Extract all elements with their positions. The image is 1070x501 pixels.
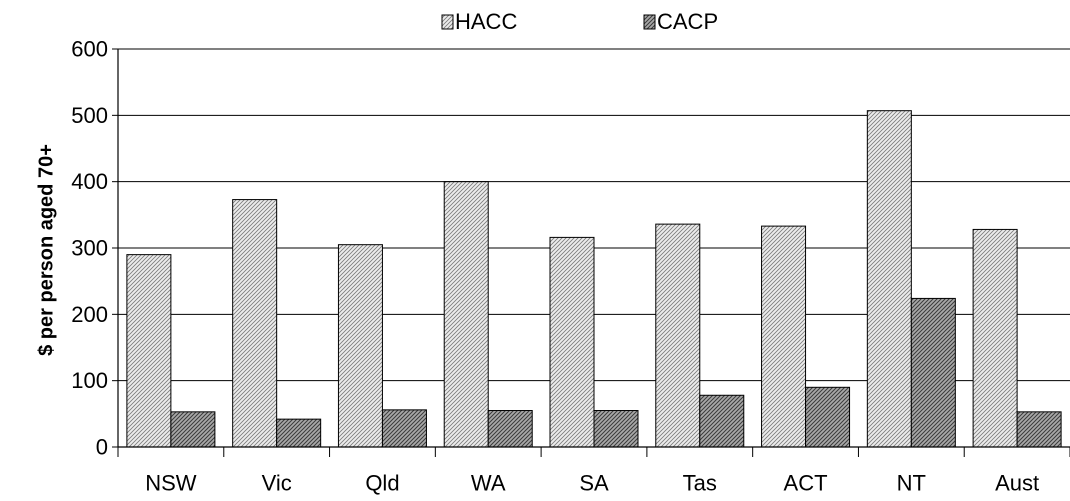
legend-swatch-hacc: [441, 14, 454, 30]
bar-hacc-vic: [232, 199, 278, 448]
y-axis-label: $ per person aged 70+: [35, 144, 57, 356]
bar-hacc-tas: [655, 223, 701, 448]
category-label-act: ACT: [784, 471, 828, 496]
bar-cacp-aust: [1016, 411, 1062, 448]
bar-cacp-wa: [487, 410, 533, 448]
bars: [126, 110, 1062, 448]
category-label-tas: Tas: [683, 471, 717, 496]
category-label-nt: NT: [897, 471, 926, 496]
legend-swatch-cacp: [643, 14, 656, 30]
bar-hacc-sa: [549, 236, 595, 448]
category-label-vic: Vic: [262, 471, 292, 496]
y-tick-label-0: 0: [96, 435, 108, 460]
y-tick-label-500: 500: [71, 103, 108, 128]
axes: [112, 48, 1070, 457]
y-tick-label-300: 300: [71, 236, 108, 261]
bar-hacc-wa: [443, 181, 489, 448]
bar-hacc-nsw: [126, 254, 172, 448]
category-labels: NSW Vic Qld WA SA Tas ACT NT Aust: [145, 471, 1039, 496]
bar-cacp-tas: [699, 394, 745, 448]
y-tick-label-200: 200: [71, 302, 108, 327]
category-label-wa: WA: [471, 471, 506, 496]
category-label-sa: SA: [579, 471, 609, 496]
bar-cacp-vic: [276, 418, 322, 448]
y-tick-labels: 0 100 200 300 400 500 600: [71, 37, 108, 460]
bar-hacc-nt: [866, 110, 912, 448]
bar-cacp-nsw: [170, 411, 216, 448]
bar-cacp-qld: [381, 409, 427, 448]
legend-label-cacp: CACP: [657, 9, 718, 34]
category-label-nsw: NSW: [145, 471, 197, 496]
legend-label-hacc: HACC: [455, 9, 517, 34]
bar-hacc-act: [761, 225, 807, 448]
y-tick-label-400: 400: [71, 169, 108, 194]
y-tick-label-100: 100: [71, 368, 108, 393]
bar-hacc-qld: [337, 244, 383, 448]
category-label-aust: Aust: [995, 471, 1039, 496]
y-tick-label-600: 600: [71, 37, 108, 62]
bar-hacc-aust: [972, 228, 1018, 448]
bar-cacp-nt: [910, 297, 956, 448]
bar-cacp-sa: [593, 410, 639, 448]
category-label-qld: Qld: [365, 471, 399, 496]
bar-cacp-act: [805, 386, 851, 448]
legend: HACC CACP: [441, 9, 718, 34]
